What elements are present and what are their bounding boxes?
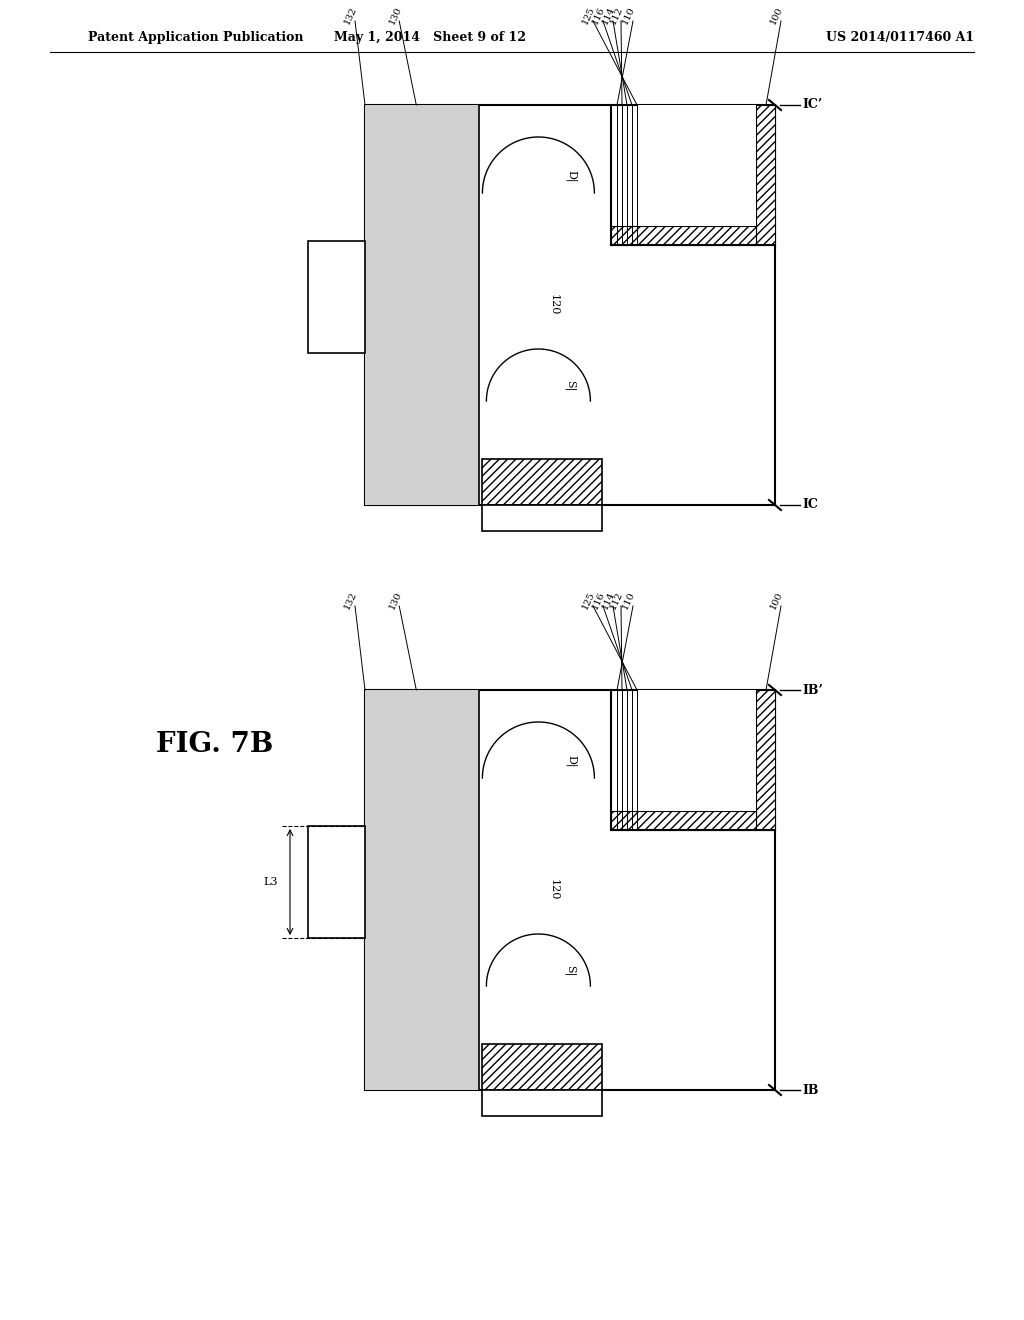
Text: 112: 112 <box>609 590 625 610</box>
Text: 116: 116 <box>591 5 607 25</box>
Text: 116: 116 <box>591 590 607 610</box>
Text: IB: IB <box>802 1084 818 1097</box>
Text: FIG. 7B: FIG. 7B <box>157 731 273 759</box>
Bar <box>365 106 775 506</box>
Text: 120: 120 <box>549 879 558 900</box>
Text: 130: 130 <box>387 5 403 25</box>
Bar <box>637 106 756 226</box>
Text: US 2014/0117460 A1: US 2014/0117460 A1 <box>826 30 974 44</box>
Bar <box>482 1090 602 1115</box>
Text: IC: IC <box>802 499 818 511</box>
Text: 110: 110 <box>621 5 637 25</box>
Text: 125: 125 <box>581 5 597 25</box>
Bar <box>637 690 756 810</box>
Bar <box>482 459 602 506</box>
Text: 130: 130 <box>387 590 403 610</box>
Text: 125: 125 <box>581 590 597 610</box>
Text: S|: S| <box>563 965 575 975</box>
Text: 114: 114 <box>601 5 617 25</box>
Text: 120: 120 <box>549 294 558 315</box>
Bar <box>308 242 365 352</box>
Text: L3: L3 <box>263 876 278 887</box>
Text: 114: 114 <box>601 590 617 610</box>
Bar <box>365 690 479 1090</box>
Text: IC’: IC’ <box>802 99 822 111</box>
Bar <box>611 810 756 830</box>
Text: 112: 112 <box>609 5 625 25</box>
Bar <box>482 1044 602 1090</box>
Bar <box>482 506 602 531</box>
Text: D|: D| <box>565 755 578 767</box>
Text: D|: D| <box>565 170 578 182</box>
Bar <box>308 826 365 939</box>
Text: May 1, 2014   Sheet 9 of 12: May 1, 2014 Sheet 9 of 12 <box>334 30 526 44</box>
Text: 110: 110 <box>621 590 637 610</box>
Text: IB’: IB’ <box>802 684 823 697</box>
Text: Patent Application Publication: Patent Application Publication <box>88 30 303 44</box>
Bar <box>611 226 756 246</box>
Bar <box>365 106 479 506</box>
Text: S|: S| <box>563 380 575 391</box>
Bar <box>365 690 775 1090</box>
Text: 100: 100 <box>769 590 785 610</box>
Bar <box>756 690 775 830</box>
Text: 132: 132 <box>343 590 359 610</box>
Text: 132: 132 <box>343 5 359 25</box>
Bar <box>756 106 775 246</box>
Text: 100: 100 <box>769 5 785 25</box>
